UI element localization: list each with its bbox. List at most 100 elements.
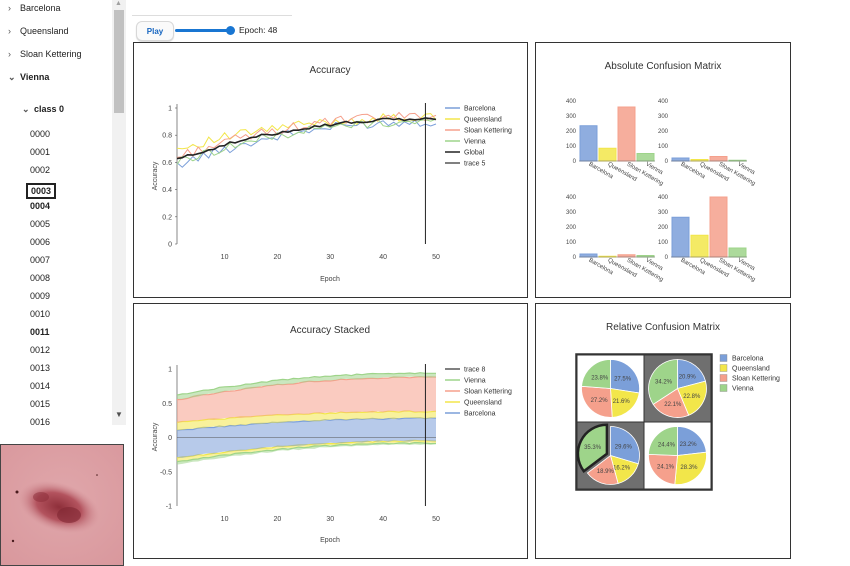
- file-item-0006[interactable]: 0006: [30, 237, 51, 247]
- pie-slice-vienna: [576, 423, 609, 473]
- series-line-vienna: [176, 118, 437, 165]
- scroll-down-icon[interactable]: ▼: [115, 410, 123, 419]
- stack-edge-vienna: [176, 441, 437, 463]
- pie-slice-sloan-kettering: [581, 385, 613, 418]
- pie-slice-label: 22.1%: [664, 402, 682, 408]
- pie-slice-label: 34.2%: [655, 379, 673, 385]
- legend-swatch: [719, 384, 728, 392]
- y-tick-label: 300: [658, 210, 669, 216]
- y-tick-label: 400: [566, 195, 577, 201]
- tree-group-vienna[interactable]: ⌄ Vienna: [8, 72, 49, 83]
- file-item-0010[interactable]: 0010: [30, 309, 51, 319]
- legend-swatch: [719, 364, 728, 372]
- y-tick-label: 300: [566, 114, 577, 120]
- bar-queensland: [690, 234, 709, 258]
- legend-label: Vienna: [732, 386, 754, 393]
- tree-group-label: Barcelona: [20, 3, 61, 13]
- pie-slice-barcelona: [677, 359, 706, 390]
- epoch-slider[interactable]: [175, 29, 233, 32]
- file-item-0005[interactable]: 0005: [30, 219, 51, 229]
- y-tick-label: 400: [566, 99, 577, 105]
- tree-group-label: Queensland: [20, 26, 69, 36]
- lesion-image: [0, 444, 124, 566]
- legend-swatch: [719, 354, 728, 362]
- pie-grid-frame: [575, 353, 713, 491]
- tree-group-barcelona[interactable]: › Barcelona: [8, 3, 61, 13]
- legend-label: Queensland: [732, 366, 770, 373]
- pie-slice-label: 29.6%: [615, 445, 633, 451]
- sidebar-tree: › Barcelona › Queensland › Sloan Kettering …: [0, 0, 112, 425]
- file-item-0009[interactable]: 0009: [30, 291, 51, 301]
- pie-slice-barcelona: [677, 426, 707, 456]
- pie-slice-vienna: [648, 359, 678, 405]
- bar-barcelona: [579, 125, 598, 162]
- lesion-image-graphic: [1, 445, 123, 565]
- file-item-0008[interactable]: 0008: [30, 273, 51, 283]
- chart-title: Relative Confusion Matrix: [606, 322, 720, 333]
- y-tick-label: 0.2: [162, 214, 172, 221]
- bar-vienna: [636, 153, 655, 162]
- tree-class-label: class 0: [34, 104, 65, 114]
- legend-label: Barcelona: [464, 106, 496, 113]
- file-item-0011[interactable]: 0011: [30, 327, 50, 337]
- legend-label: Barcelona: [732, 356, 764, 363]
- pie-slice-label: 23.8%: [591, 375, 609, 381]
- chevron-right-icon: ›: [8, 26, 11, 36]
- scrollbar-thumb[interactable]: [114, 10, 124, 113]
- play-button[interactable]: Play: [136, 21, 174, 41]
- bar-sloan-kettering: [617, 254, 636, 258]
- x-tick-label: 30: [326, 254, 334, 261]
- y-tick-label: 1: [168, 367, 172, 374]
- pie-slice-queensland: [676, 380, 707, 416]
- y-axis-label: Accuracy: [152, 161, 159, 190]
- pie-slice-sloan-kettering: [652, 387, 690, 418]
- y-tick-label: 200: [658, 129, 669, 135]
- tree-group-queensland[interactable]: › Queensland: [8, 26, 69, 36]
- tree-group-label: Vienna: [20, 72, 50, 82]
- x-tick-label: 10: [221, 254, 229, 261]
- series-line-queensland: [176, 113, 437, 150]
- file-item-0001[interactable]: 0001: [30, 147, 51, 157]
- x-tick-label: 10: [221, 516, 229, 523]
- relative-confusion-chart: Relative Confusion Matrix 27.5% 21.6% 27.2%…: [575, 322, 780, 491]
- y-tick-label: 300: [566, 210, 577, 216]
- file-item-0007[interactable]: 0007: [30, 255, 51, 265]
- sidebar-scrollbar[interactable]: ▲ ▼: [112, 0, 126, 425]
- pie-slice-label: 21.6%: [613, 399, 631, 405]
- pie-slice-barcelona: [610, 426, 640, 465]
- tree-class-0[interactable]: ⌄ class 0: [22, 104, 64, 115]
- pie-slice-queensland: [674, 451, 707, 485]
- scroll-up-icon[interactable]: ▲: [115, 0, 122, 7]
- file-item-0014[interactable]: 0014: [30, 381, 51, 391]
- y-tick-label: 1: [168, 106, 172, 113]
- file-item-0000[interactable]: 0000: [30, 129, 51, 139]
- stack-band-queensland: [177, 411, 436, 431]
- pie-slice-label: 23.2%: [680, 442, 698, 448]
- stack-band-sloan-kettering: [177, 376, 436, 423]
- file-item-0013[interactable]: 0013: [30, 363, 51, 373]
- x-tick-label: 20: [274, 254, 282, 261]
- pie-slice-label: 20.9%: [679, 374, 697, 380]
- bar-sloan-kettering: [709, 196, 728, 258]
- y-tick-label: 0: [168, 242, 172, 249]
- relative-confusion-panel: Relative Confusion Matrix 27.5% 21.6% 27.2%…: [535, 303, 791, 559]
- file-item-0015[interactable]: 0015: [30, 399, 51, 409]
- legend-label: trace 5: [464, 161, 486, 168]
- y-tick-label: 0: [168, 435, 172, 442]
- tree-group-sloan-kettering[interactable]: › Sloan Kettering: [8, 49, 82, 59]
- file-item-0012[interactable]: 0012: [30, 345, 51, 355]
- epoch-slider-handle[interactable]: [226, 26, 236, 35]
- legend-label: Vienna: [464, 378, 486, 385]
- bar-barcelona: [579, 253, 598, 258]
- file-item-0003[interactable]: 0003: [26, 183, 57, 199]
- pie-slice-queensland: [610, 388, 640, 418]
- bar-sloan-kettering: [617, 106, 636, 162]
- file-item-0004[interactable]: 0004: [30, 201, 51, 211]
- file-item-0016[interactable]: 0016: [30, 417, 51, 425]
- legend-label: Barcelona: [464, 411, 496, 418]
- file-item-0002[interactable]: 0002: [30, 165, 51, 175]
- accuracy-chart: Accuracy 0 0.2 0.4 0.6 0.8 1 10 20 30 40 50 Epoch Acc…: [152, 65, 512, 283]
